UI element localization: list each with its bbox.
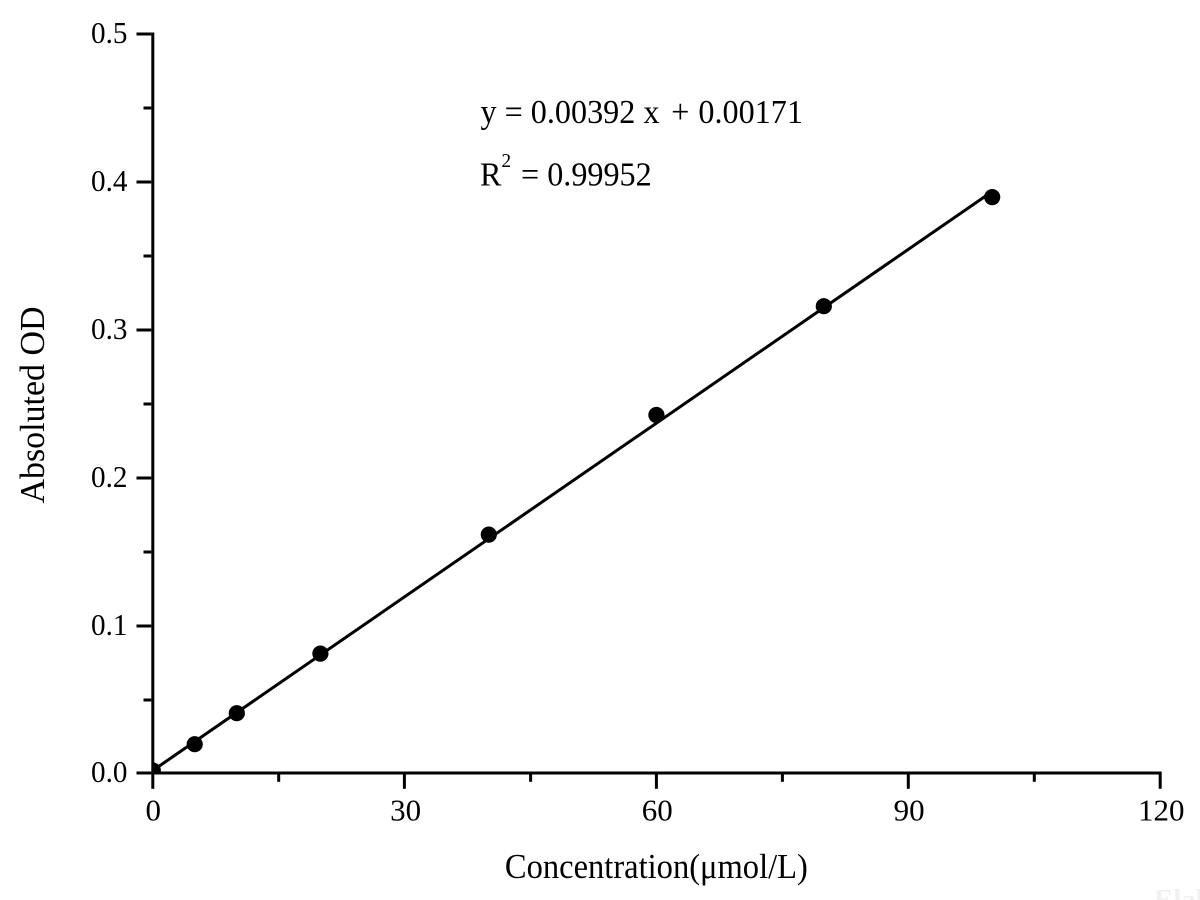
svg-text:0.3: 0.3: [91, 311, 127, 346]
svg-text:Elabscience: Elabscience: [1154, 884, 1200, 900]
svg-text:0.1: 0.1: [91, 607, 127, 642]
svg-text:0.0: 0.0: [91, 754, 127, 789]
svg-text:0.5: 0.5: [91, 15, 127, 50]
svg-text:30: 30: [390, 793, 421, 828]
svg-text:120: 120: [1138, 793, 1185, 828]
svg-text:Absoluted OD: Absoluted OD: [14, 306, 53, 503]
svg-text:60: 60: [642, 793, 673, 828]
svg-text:0.4: 0.4: [91, 163, 127, 198]
svg-text:90: 90: [894, 793, 925, 828]
svg-text:0.2: 0.2: [91, 459, 127, 494]
svg-text:0: 0: [146, 793, 162, 828]
svg-text:Concentration(μmol/L): Concentration(μmol/L): [505, 848, 808, 886]
svg-text:y = 0.00392 x + 0.00171: y = 0.00392 x + 0.00171: [481, 94, 803, 131]
